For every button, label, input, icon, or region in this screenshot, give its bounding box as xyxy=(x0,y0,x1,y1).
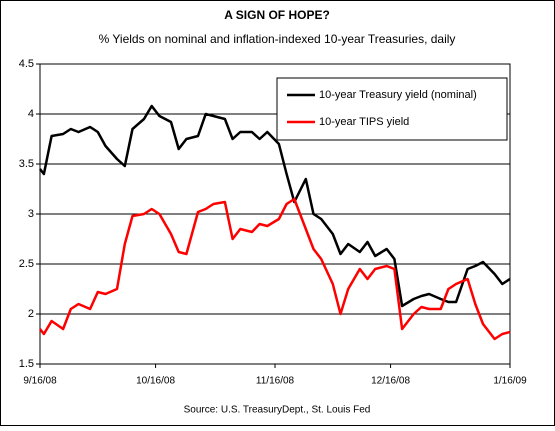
legend-box xyxy=(276,77,508,141)
y-tick-label: 2.5 xyxy=(19,258,34,270)
series-line xyxy=(39,197,511,341)
y-tick-label: 3 xyxy=(28,208,34,220)
x-tick-label: 11/16/08 xyxy=(256,376,295,387)
x-tick-label: 1/16/09 xyxy=(493,376,527,387)
legend-label: 10-year Treasury yield (nominal) xyxy=(319,89,477,101)
legend-label: 10-year TIPS yield xyxy=(319,116,409,128)
x-tick-label: 12/16/08 xyxy=(371,376,410,387)
x-tick-label: 9/16/08 xyxy=(23,376,57,387)
series-line xyxy=(39,104,511,308)
source: Source: U.S. TreasuryDept., St. Louis Fe… xyxy=(184,405,371,416)
x-tick-label: 10/16/08 xyxy=(136,376,175,387)
y-tick-label: 4 xyxy=(28,108,34,120)
chart-title: A SIGN OF HOPE? xyxy=(224,8,330,22)
chart-subtitle: % Yields on nominal and inflation-indexe… xyxy=(99,32,456,46)
y-tick-label: 3.5 xyxy=(19,158,34,170)
y-tick-label: 4.5 xyxy=(19,58,34,70)
y-tick-label: 2 xyxy=(28,308,34,320)
y-tick-label: 1.5 xyxy=(19,358,34,370)
